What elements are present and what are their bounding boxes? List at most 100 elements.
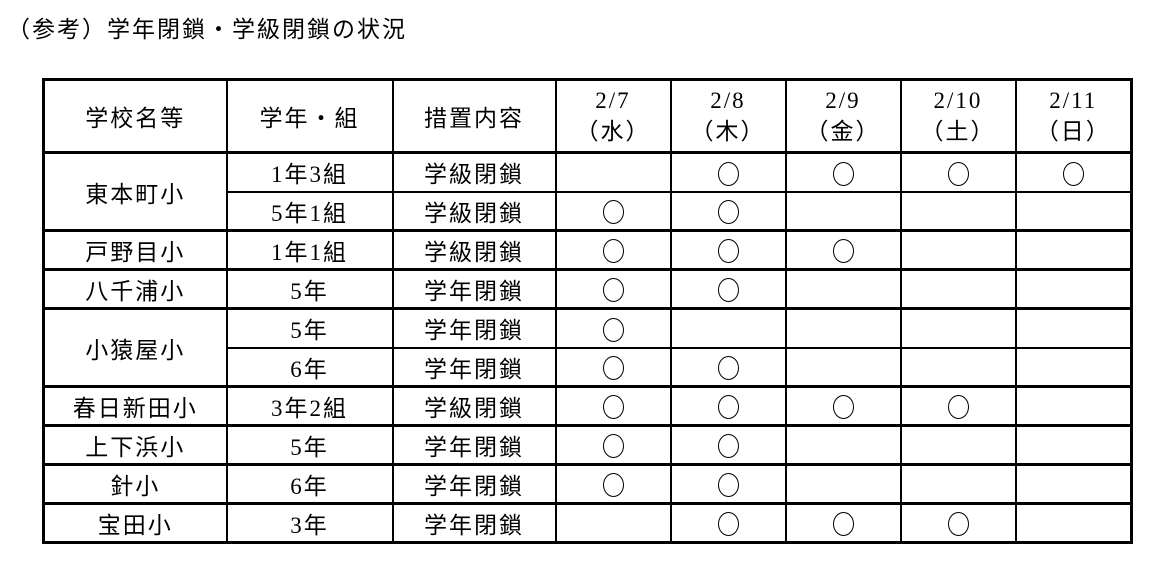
header-date-2: 2/9 （金） [784,78,902,154]
closure-mark-cell [669,268,787,310]
table-row: 小猿屋小 5年 学年閉鎖 [42,307,1133,388]
empty-mark-cell [899,268,1017,310]
empty-mark-cell [784,424,902,466]
circle-mark [832,395,854,420]
measure-cell: 学級閉鎖 [391,385,557,427]
empty-mark-cell [554,151,672,193]
empty-mark-cell [899,307,1017,349]
empty-mark-cell [669,307,787,349]
circle-mark [717,356,739,381]
measure-cell: 学年閉鎖 [391,346,557,388]
table-row: 針小 6年 学年閉鎖 [42,463,1133,505]
school-name-cell: 春日新田小 [42,385,228,427]
header-date-4: 2/11 （日） [1014,78,1133,154]
grade-class-cell: 5年1組 [225,190,394,232]
closure-mark-cell [784,385,902,427]
circle-mark [717,239,739,264]
measure-cell: 学級閉鎖 [391,151,557,193]
grade-class-cell: 3年2組 [225,385,394,427]
weekday-label: （金） [805,119,881,144]
closure-mark-cell [554,346,672,388]
closure-mark-cell [669,346,787,388]
circle-mark [717,278,739,303]
closure-mark-cell [669,424,787,466]
closure-mark-cell [784,502,902,544]
header-school: 学校名等 [42,78,228,154]
empty-mark-cell [899,424,1017,466]
table-row: 宝田小 3年 学年閉鎖 [42,502,1133,544]
school-name-cell: 上下浜小 [42,424,228,466]
empty-mark-cell [899,346,1017,388]
closure-mark-cell [899,151,1017,193]
circle-mark [602,317,624,342]
closure-mark-cell [554,229,672,271]
grade-class-cell: 1年1組 [225,229,394,271]
school-name-cell: 宝田小 [42,502,228,544]
empty-mark-cell [899,190,1017,232]
weekday-label: （木） [690,119,766,144]
measure-cell: 学年閉鎖 [391,502,557,544]
circle-mark [947,161,969,186]
grade-class-cell: 5年 [225,307,394,349]
circle-mark [947,512,969,537]
header-measure: 措置内容 [391,78,557,154]
circle-mark [1062,161,1084,186]
table-row: 6年 学年閉鎖 [44,346,1133,388]
empty-mark-cell [784,463,902,505]
measure-cell: 学級閉鎖 [391,229,557,271]
closure-mark-cell [554,268,672,310]
empty-mark-cell [1014,463,1133,505]
circle-mark [717,434,739,459]
closure-mark-cell [1014,151,1133,193]
closure-mark-cell [554,463,672,505]
date-label: 2/11 [1049,87,1098,113]
circle-mark [717,512,739,537]
empty-mark-cell [1014,346,1133,388]
circle-mark [602,356,624,381]
grade-class-cell: 3年 [225,502,394,544]
measure-cell: 学年閉鎖 [391,268,557,310]
closure-mark-cell [669,190,787,232]
weekday-label: （水） [575,119,651,144]
header-date-3: 2/10 （土） [899,78,1017,154]
closure-mark-cell [669,463,787,505]
closure-mark-cell [554,190,672,232]
circle-mark [832,239,854,264]
closure-mark-cell [899,502,1017,544]
table-row: 八千浦小 5年 学年閉鎖 [42,268,1133,310]
grade-class-cell: 6年 [225,463,394,505]
empty-mark-cell [1014,229,1133,271]
circle-mark [602,473,624,498]
empty-mark-cell [899,229,1017,271]
date-label: 2/8 [710,87,746,113]
table-header-row: 学校名等 学年・組 措置内容 2/7 （水） 2/8 （木） 2/9 （金） 2/10 （土）… [42,78,1133,154]
page-title: （参考）学年閉鎖・学級閉鎖の状況 [7,17,407,42]
empty-mark-cell [784,268,902,310]
closure-mark-cell [784,151,902,193]
grade-class-cell: 5年 [225,268,394,310]
circle-mark [832,161,854,186]
circle-mark [717,200,739,225]
empty-mark-cell [1014,385,1133,427]
empty-mark-cell [1014,424,1133,466]
empty-mark-cell [784,307,902,349]
measure-cell: 学年閉鎖 [391,463,557,505]
measure-cell: 学年閉鎖 [391,424,557,466]
weekday-label: （土） [920,119,996,144]
empty-mark-cell [784,190,902,232]
school-name-cell: 八千浦小 [42,268,228,310]
closure-mark-cell [899,385,1017,427]
table-row: 戸野目小 1年1組 学級閉鎖 [42,229,1133,271]
header-grade: 学年・組 [225,78,394,154]
circle-mark [602,395,624,420]
empty-mark-cell [1014,190,1133,232]
header-date-0: 2/7 （水） [554,78,672,154]
circle-mark [602,434,624,459]
table-row: 春日新田小 3年2組 学級閉鎖 [42,385,1133,427]
grade-class-cell: 6年 [225,346,394,388]
empty-mark-cell [1014,502,1133,544]
closure-mark-cell [669,385,787,427]
measure-cell: 学級閉鎖 [391,190,557,232]
empty-mark-cell [1014,268,1133,310]
